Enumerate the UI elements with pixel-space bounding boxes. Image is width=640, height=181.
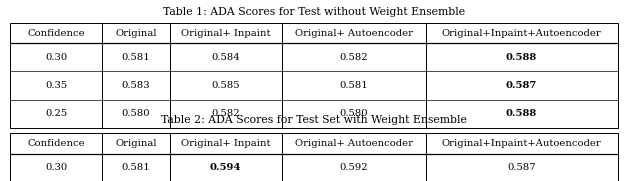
Text: Table 1: ADA Scores for Test without Weight Ensemble: Table 1: ADA Scores for Test without Wei… [163, 7, 465, 17]
Text: 0.584: 0.584 [211, 53, 240, 62]
Text: 0.582: 0.582 [339, 53, 368, 62]
Text: Original+ Inpaint: Original+ Inpaint [181, 139, 270, 148]
Text: Original+ Inpaint: Original+ Inpaint [181, 29, 270, 37]
Text: 0.581: 0.581 [122, 163, 150, 172]
Text: 0.580: 0.580 [339, 109, 368, 118]
Text: Original+Inpaint+Autoencoder: Original+Inpaint+Autoencoder [442, 139, 602, 148]
Text: 0.580: 0.580 [122, 109, 150, 118]
Text: 0.582: 0.582 [211, 109, 240, 118]
Text: 0.585: 0.585 [211, 81, 240, 90]
Text: Original+Inpaint+Autoencoder: Original+Inpaint+Autoencoder [442, 29, 602, 37]
Text: 0.587: 0.587 [508, 163, 536, 172]
Text: 0.30: 0.30 [45, 163, 67, 172]
Bar [10, 133, 618, 181]
Text: 0.581: 0.581 [122, 53, 150, 62]
Text: 0.587: 0.587 [506, 81, 537, 90]
Text: 0.592: 0.592 [339, 163, 368, 172]
Text: Confidence: Confidence [27, 139, 85, 148]
Text: 0.588: 0.588 [506, 53, 537, 62]
Text: 0.35: 0.35 [45, 81, 67, 90]
Text: Original: Original [115, 139, 157, 148]
Text: 0.588: 0.588 [506, 109, 537, 118]
Text: Original: Original [115, 29, 157, 37]
Text: Original+ Autoencoder: Original+ Autoencoder [294, 29, 413, 37]
Bar [10, 23, 618, 128]
Text: 0.594: 0.594 [210, 163, 241, 172]
Text: 0.581: 0.581 [339, 81, 368, 90]
Text: 0.583: 0.583 [122, 81, 150, 90]
Text: 0.30: 0.30 [45, 53, 67, 62]
Text: Confidence: Confidence [27, 29, 85, 37]
Text: 0.25: 0.25 [45, 109, 67, 118]
Text: Original+ Autoencoder: Original+ Autoencoder [294, 139, 413, 148]
Text: Table 2: ADA Scores for Test Set with Weight Ensemble: Table 2: ADA Scores for Test Set with We… [161, 115, 467, 125]
